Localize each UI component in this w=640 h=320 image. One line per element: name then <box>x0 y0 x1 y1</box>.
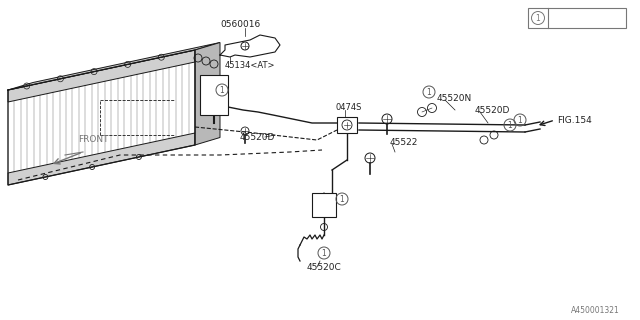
Text: 45520D: 45520D <box>240 132 275 141</box>
Polygon shape <box>195 43 220 145</box>
Text: 0474S: 0474S <box>335 102 362 111</box>
Bar <box>312 193 336 217</box>
Text: 45520C: 45520C <box>307 262 342 271</box>
Text: FIG.154: FIG.154 <box>557 116 592 124</box>
Polygon shape <box>8 50 195 102</box>
Text: 45522: 45522 <box>390 138 419 147</box>
Text: FRONT: FRONT <box>78 135 109 144</box>
Text: 45134<AT>: 45134<AT> <box>225 60 275 69</box>
Polygon shape <box>8 133 195 185</box>
Text: A450001321: A450001321 <box>572 306 620 315</box>
Bar <box>528 8 626 28</box>
Text: 1: 1 <box>340 195 344 204</box>
Text: 0560016: 0560016 <box>220 20 260 28</box>
Text: 1: 1 <box>322 249 326 258</box>
Text: 1: 1 <box>518 116 522 124</box>
Text: 1: 1 <box>508 121 513 130</box>
Bar <box>200 75 228 115</box>
Polygon shape <box>8 43 220 90</box>
Text: 1: 1 <box>427 87 431 97</box>
Text: 1: 1 <box>536 13 540 22</box>
Bar <box>337 117 357 133</box>
Text: 45520N: 45520N <box>437 93 472 102</box>
Text: 1: 1 <box>220 85 225 94</box>
Text: 45520D: 45520D <box>475 106 510 115</box>
Text: W170062: W170062 <box>564 13 611 23</box>
